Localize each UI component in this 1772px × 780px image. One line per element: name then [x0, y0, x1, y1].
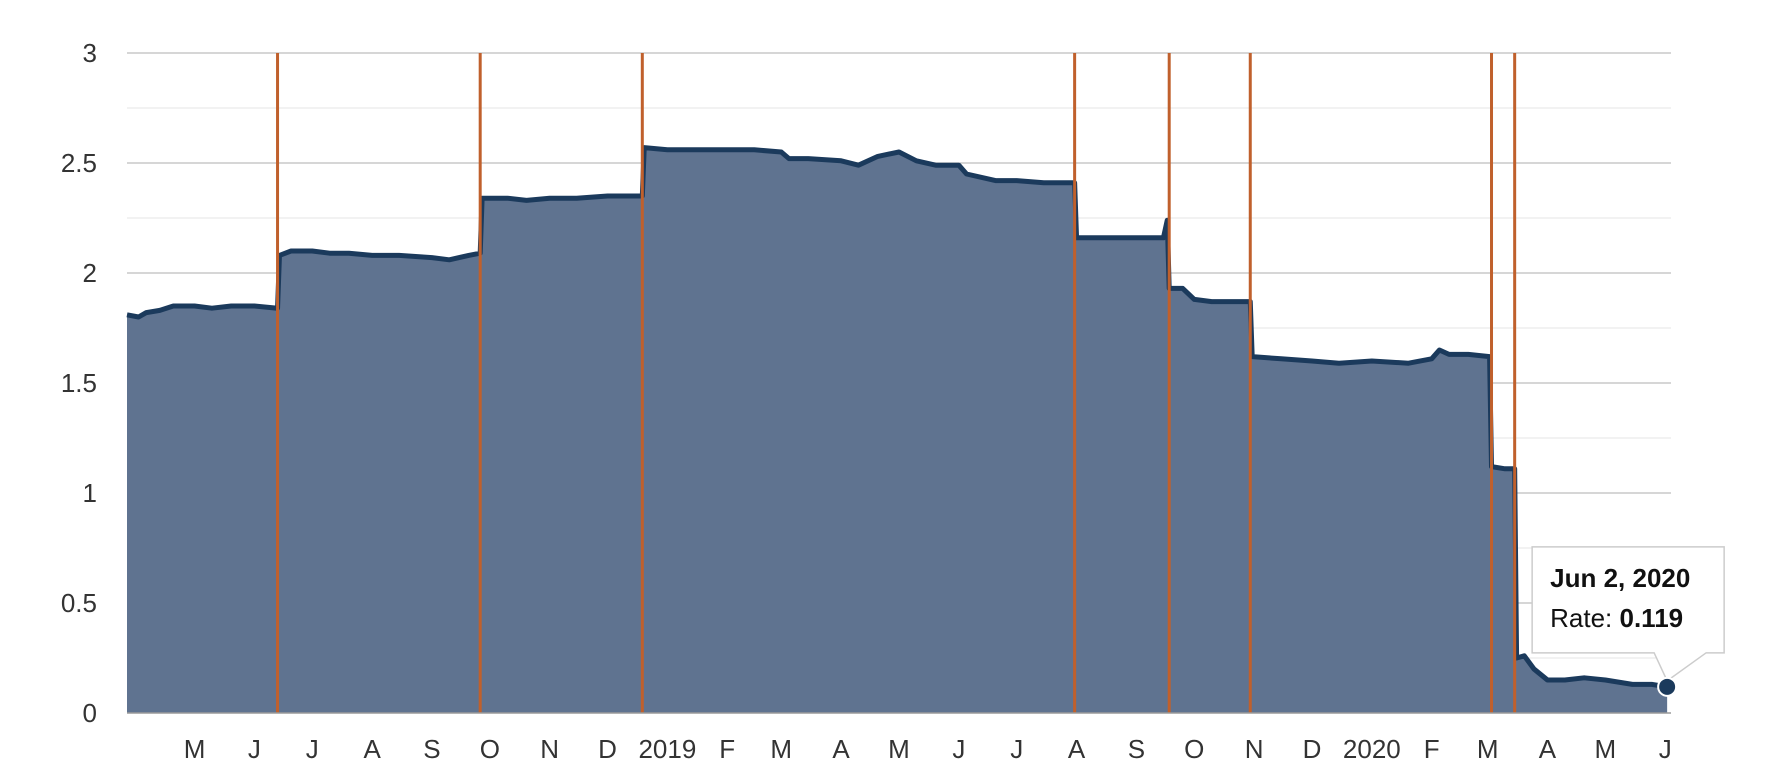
x-tick-label: M	[184, 734, 206, 764]
x-tick-label: M	[770, 734, 792, 764]
x-tick-label: M	[888, 734, 910, 764]
y-tick-label: 2.5	[61, 148, 97, 178]
x-tick-label: J	[248, 734, 261, 764]
x-tick-label: J	[1659, 734, 1672, 764]
x-tick-label: F	[1424, 734, 1440, 764]
x-tick-label: O	[1184, 734, 1204, 764]
y-tick-label: 0.5	[61, 588, 97, 618]
x-tick-label: 2019	[638, 734, 696, 764]
area-layer	[126, 145, 1668, 714]
event-lines	[276, 53, 1517, 713]
x-tick-label: S	[1128, 734, 1145, 764]
axes: 0 0.5 1 1.5 2 2.5 3 M J J A S O N D 2019 F M A M J J A S O N D 2020…	[61, 38, 1672, 764]
x-tick-label: F	[719, 734, 735, 764]
x-tick-label: 2020	[1343, 734, 1401, 764]
tooltip-rate-label: Rate:	[1550, 603, 1619, 633]
y-tick-label: 3	[83, 38, 97, 68]
x-tick-label: A	[832, 734, 850, 764]
tooltip-marker	[1657, 676, 1678, 697]
tooltip-rate: Rate: 0.119	[1550, 603, 1683, 633]
x-tick-label: N	[1245, 734, 1264, 764]
x-tick-label: A	[363, 734, 381, 764]
x-tick-label: S	[423, 734, 440, 764]
tooltip-box	[1531, 546, 1725, 682]
x-tick-label: A	[1068, 734, 1086, 764]
x-tick-label: O	[480, 734, 500, 764]
tooltip: Jun 2, 2020 Rate: 0.119	[1531, 546, 1725, 697]
tooltip-rate-value: 0.119	[1620, 603, 1684, 633]
y-tick-label: 0	[83, 698, 97, 728]
series-line	[126, 145, 1668, 690]
x-tick-label: A	[1539, 734, 1557, 764]
x-tick-label: D	[598, 734, 617, 764]
series-area	[127, 147, 1668, 714]
x-tick-label: M	[1595, 734, 1617, 764]
y-tick-label: 1	[83, 478, 97, 508]
x-tick-label: J	[1010, 734, 1023, 764]
y-tick-label: 2	[83, 258, 97, 288]
y-tick-label: 1.5	[61, 368, 97, 398]
tooltip-date: Jun 2, 2020	[1550, 563, 1690, 593]
x-tick-label: M	[1477, 734, 1499, 764]
x-tick-label: J	[306, 734, 319, 764]
x-tick-label: D	[1303, 734, 1322, 764]
x-tick-label: N	[540, 734, 559, 764]
x-tick-label: J	[952, 734, 965, 764]
